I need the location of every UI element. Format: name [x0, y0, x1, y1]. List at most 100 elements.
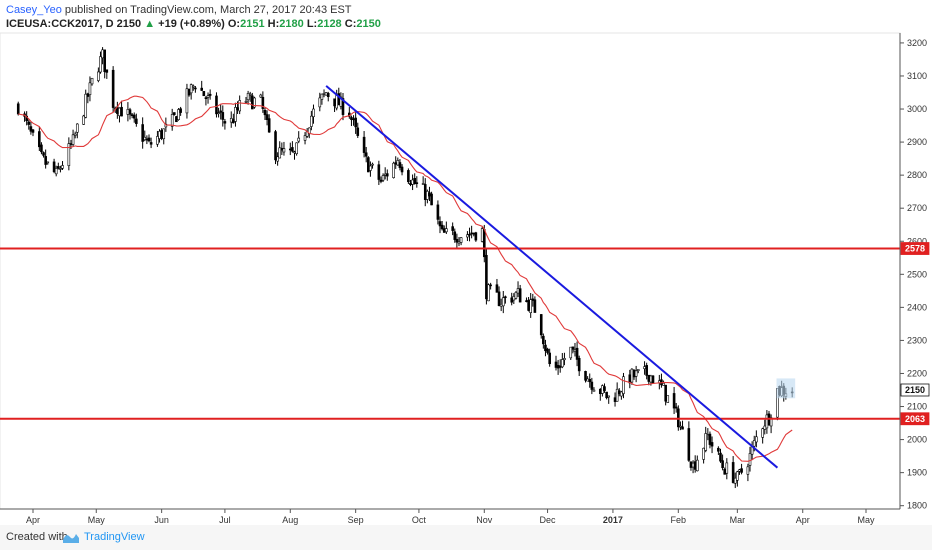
candle: [57, 162, 60, 170]
candle: [664, 384, 667, 406]
y-tick-label: 2800: [907, 170, 927, 180]
candle: [29, 121, 33, 135]
candle: [46, 161, 50, 165]
candle: [717, 446, 720, 455]
up-arrow-icon: ▲: [144, 18, 156, 30]
candle: [377, 160, 381, 185]
trendline[interactable]: [325, 85, 779, 469]
moving-average-line: [18, 95, 793, 462]
candle: [263, 107, 267, 120]
y-tick-label: 2500: [907, 269, 927, 279]
candle: [575, 341, 579, 367]
candle: [267, 114, 271, 133]
candle: [189, 83, 193, 100]
candle: [326, 91, 330, 102]
candle: [451, 222, 454, 236]
candle: [16, 101, 20, 116]
candle: [489, 282, 492, 290]
candle: [208, 89, 212, 100]
candle: [234, 102, 237, 127]
candle: [179, 106, 182, 116]
candle: [61, 161, 64, 170]
trendline-line[interactable]: [325, 85, 779, 469]
candle: [265, 110, 269, 126]
candle: [674, 402, 678, 413]
author-link[interactable]: Casey_Yeo: [6, 4, 62, 16]
candle: [381, 173, 385, 183]
highlight-box: [776, 378, 796, 399]
candle: [518, 284, 522, 303]
price-chart[interactable]: 3200 3100 3000 2900 2800 2700 2600 2500 2400 2300…: [0, 0, 932, 525]
candle: [206, 92, 210, 104]
candle: [398, 159, 402, 171]
candle: [27, 119, 31, 130]
candle: [175, 115, 178, 123]
candle: [75, 123, 79, 139]
candle: [504, 295, 507, 304]
candle: [721, 454, 724, 471]
candle: [687, 421, 691, 462]
candle: [438, 216, 442, 234]
x-tick-label: Jul: [219, 515, 231, 525]
candle: [120, 100, 123, 117]
candle: [731, 456, 735, 484]
x-tick-label: May: [857, 515, 875, 525]
candle: [695, 455, 699, 472]
candle: [204, 95, 208, 106]
price-labels: 2578 2150 2063: [900, 242, 930, 426]
level-price-box: [900, 242, 930, 255]
candle: [662, 380, 665, 386]
close-value: 2150: [356, 18, 381, 30]
candle: [147, 134, 151, 143]
candle: [217, 107, 220, 118]
candle: [194, 85, 197, 93]
candle: [52, 158, 56, 174]
x-tick-label: Aug: [282, 515, 298, 525]
candle: [86, 92, 90, 104]
candle: [297, 131, 301, 144]
candle: [459, 237, 463, 246]
candle: [261, 91, 265, 113]
y-tick-label: 2100: [907, 402, 927, 412]
candle: [607, 395, 611, 404]
time-axis[interactable]: Apr May Jun Jul Aug Sep Oct Nov Dec 2017 Feb Mar Apr…: [26, 509, 875, 525]
y-tick-label: 3100: [907, 71, 927, 81]
candle: [156, 130, 159, 147]
candle: [105, 69, 109, 79]
level-price-box: [900, 412, 930, 426]
y-tick-label: 2700: [907, 203, 927, 213]
candle: [592, 387, 596, 392]
tradingview-logo-icon[interactable]: [62, 530, 80, 544]
candle: [590, 377, 594, 395]
candle: [468, 227, 471, 242]
high-value: 2180: [279, 18, 304, 30]
x-tick-label: Oct: [412, 515, 427, 525]
x-tick-label: Nov: [476, 515, 493, 525]
candle: [440, 221, 444, 231]
x-tick-label: Apr: [796, 515, 810, 525]
candle: [561, 352, 564, 369]
candle: [42, 151, 45, 158]
candle: [172, 112, 176, 116]
x-tick-label: Dec: [540, 515, 557, 525]
candle: [103, 49, 107, 79]
candle: [246, 90, 250, 105]
price-axis[interactable]: 3200 3100 3000 2900 2800 2700 2600 2500 2400 2300…: [900, 38, 927, 511]
candle: [202, 91, 206, 97]
candle: [223, 118, 227, 130]
candle: [71, 129, 75, 147]
candle: [295, 142, 298, 156]
candle: [310, 110, 313, 131]
candle: [282, 141, 286, 156]
tradingview-brand-link[interactable]: TradingView: [84, 531, 145, 543]
candle: [369, 161, 372, 177]
candle: [238, 95, 241, 115]
candle: [514, 291, 518, 300]
candle: [371, 162, 374, 169]
candle: [31, 128, 35, 137]
candle: [135, 113, 138, 127]
candle: [141, 117, 144, 149]
candle: [324, 92, 328, 96]
candle: [219, 104, 222, 120]
candle: [651, 375, 655, 384]
